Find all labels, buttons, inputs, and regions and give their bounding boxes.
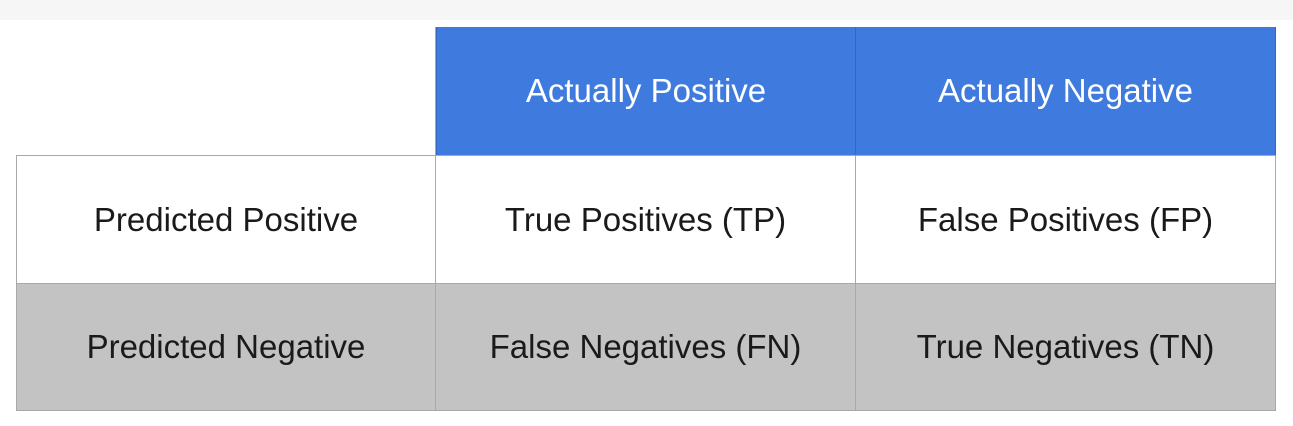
column-header-actually-negative: Actually Negative — [856, 27, 1276, 155]
cell-true-negatives: True Negatives (TN) — [856, 283, 1276, 411]
confusion-matrix: Actually Positive Actually Negative Pred… — [16, 27, 1276, 411]
cell-true-positives: True Positives (TP) — [436, 155, 856, 283]
row-label-predicted-positive: Predicted Positive — [16, 155, 436, 283]
row-label-predicted-negative: Predicted Negative — [16, 283, 436, 411]
column-header-actually-positive: Actually Positive — [436, 27, 856, 155]
empty-corner-cell — [16, 27, 436, 155]
top-bar — [0, 0, 1293, 20]
cell-false-negatives: False Negatives (FN) — [436, 283, 856, 411]
cell-false-positives: False Positives (FP) — [856, 155, 1276, 283]
